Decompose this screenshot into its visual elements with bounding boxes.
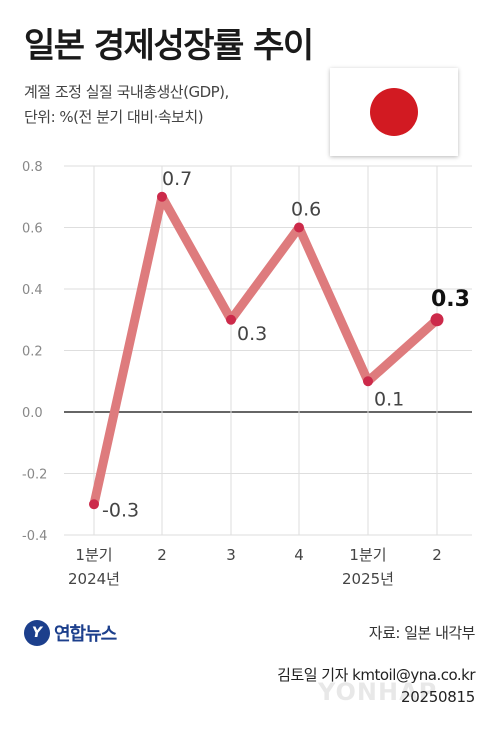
reporter-credit: 김토일 기자 kmtoil@yna.co.kr (277, 666, 475, 684)
data-point (89, 499, 99, 510)
japan-flag-icon (330, 68, 458, 156)
y-tick-label: -0.2 (22, 468, 47, 483)
y-tick-label: -0.4 (22, 529, 47, 544)
x-tick-label: 2 (432, 546, 442, 564)
y-tick-label: 0.8 (22, 160, 43, 175)
data-point (226, 314, 236, 325)
data-point (294, 222, 304, 233)
yonhap-logo: Y 연합뉴스 (24, 620, 117, 646)
y-tick-label: 0.4 (22, 283, 43, 298)
chart-title: 일본 경제성장률 추이 (24, 26, 314, 66)
y-tick-label: 0.0 (22, 406, 43, 421)
flag-red-disc (370, 88, 418, 136)
yonhap-logo-icon: Y (24, 620, 50, 646)
data-point (157, 191, 167, 202)
line-chart: -0.4 -0.2 0.0 0.2 0.4 0.6 0.8 1분기 2024년 2 3 4 1분기 202… (22, 160, 472, 588)
y-tick-label: 0.6 (22, 222, 43, 237)
logo-text: 연합뉴스 (54, 624, 117, 645)
x-tick-label: 1분기 (349, 546, 386, 564)
y-tick-label: 0.2 (22, 345, 43, 360)
source-note: 자료: 일본 내각부 (368, 624, 476, 642)
x-tick-label: 4 (294, 546, 304, 564)
x-tick-label: 3 (226, 546, 236, 564)
data-label: -0.3 (102, 499, 139, 521)
x-tick-label: 1분기 (75, 546, 112, 564)
chart-subtitle: 계절 조정 실질 국내총생산(GDP), 단위: %(전 분기 대비·속보치) (24, 80, 229, 130)
watermark: YONHAP (318, 678, 438, 706)
data-label: 0.7 (162, 168, 192, 190)
subtitle-line-1: 계절 조정 실질 국내총생산(GDP), (24, 83, 229, 101)
publish-date: 20250815 (401, 688, 475, 706)
data-label: 0.3 (237, 323, 267, 345)
data-point (430, 313, 444, 327)
data-label: 0.6 (291, 199, 321, 221)
series-line (89, 192, 442, 509)
x-tick-label: 2 (157, 546, 167, 564)
data-label: 0.1 (374, 388, 404, 410)
data-point (363, 376, 373, 387)
subtitle-line-2: 단위: %(전 분기 대비·속보치) (24, 108, 204, 126)
x-year-label: 2025년 (342, 570, 394, 588)
x-year-label: 2024년 (68, 570, 120, 588)
data-label: 0.3 (431, 287, 470, 312)
